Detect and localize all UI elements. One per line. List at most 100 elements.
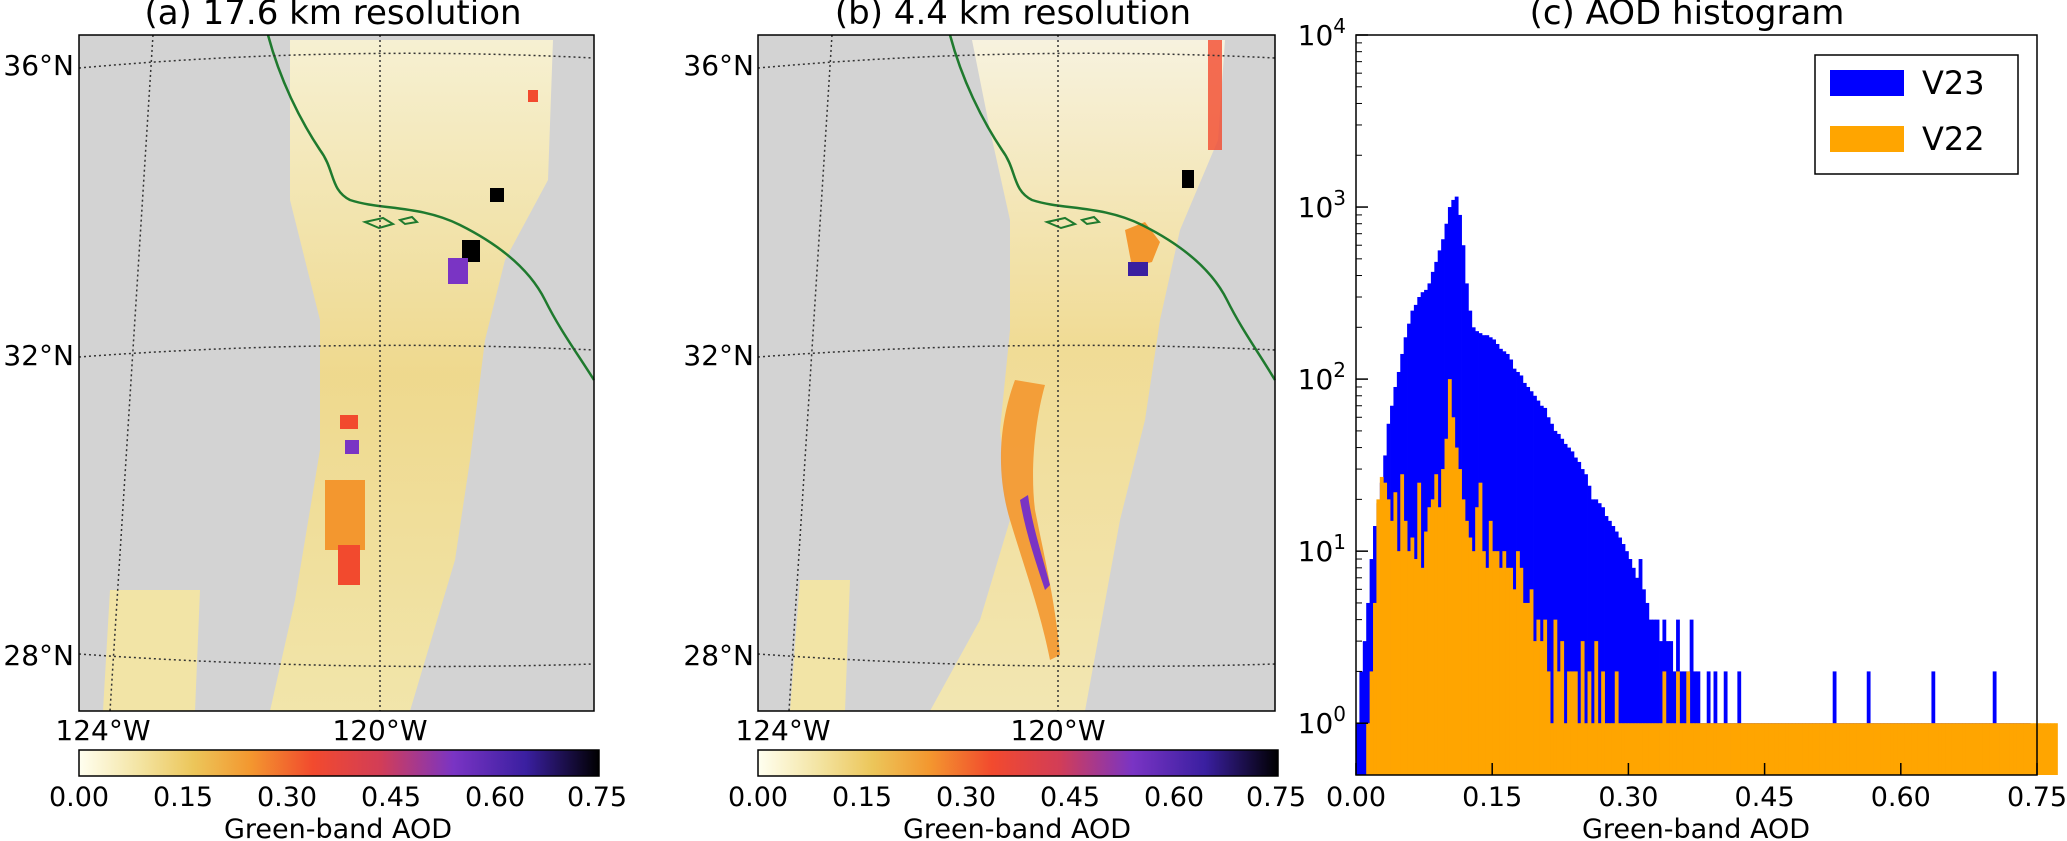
legend-swatch-v23 bbox=[1830, 70, 1904, 96]
panel-a-map-frame bbox=[78, 34, 595, 712]
panel-a-colorbar-tick: 0.60 bbox=[465, 782, 525, 813]
histogram-bar-v22 bbox=[1693, 723, 1697, 775]
histogram-bar-v22 bbox=[1928, 723, 1932, 775]
panel-b-aod-plume-core bbox=[1020, 495, 1050, 590]
panel-a-aod-black-cell bbox=[462, 240, 480, 262]
panel-a-graticule-lat-36 bbox=[78, 52, 595, 69]
histogram-bar-v23 bbox=[1713, 671, 1718, 775]
panel-a-aod-red-cell-2 bbox=[528, 90, 538, 102]
histogram-bar-v22 bbox=[2033, 723, 2038, 775]
panel-b-lat-label-32: 32°N bbox=[683, 339, 754, 372]
panel-b-lat-label-36: 36°N bbox=[683, 49, 754, 82]
histogram-bar-v22 bbox=[1716, 723, 1721, 775]
histogram-x-axis-label: Green-band AOD bbox=[1582, 814, 1810, 841]
histogram-bar-v23 bbox=[1577, 461, 1582, 775]
histogram-bar-v23 bbox=[1992, 671, 1997, 775]
histogram-bar-v22 bbox=[1481, 551, 1486, 775]
panel-b-aod-purple-cluster bbox=[1128, 262, 1148, 276]
histogram-bar-v23 bbox=[1648, 619, 1653, 775]
histogram-x-tick-label: 0.15 bbox=[1462, 782, 1522, 813]
panel-b-graticule-lat-36 bbox=[757, 52, 1276, 69]
panel-a-aod-purple-cell-2 bbox=[448, 258, 468, 284]
histogram-bar-v23 bbox=[1587, 485, 1592, 775]
histogram-y-ticks: 100 101 102 103 104 bbox=[1298, 14, 1368, 740]
histogram-bar-v22 bbox=[1519, 567, 1524, 775]
panel-a-colorbar-gradient bbox=[78, 749, 600, 777]
histogram-bar-v22 bbox=[1447, 379, 1452, 775]
histogram-bar-v22 bbox=[1761, 723, 1765, 775]
histogram-bar-v22 bbox=[2050, 723, 2055, 775]
histogram-bar-v22 bbox=[1461, 499, 1466, 775]
histogram-x-tick-label: 0.45 bbox=[1735, 782, 1795, 813]
panel-a-colorbar-tick: 0.75 bbox=[567, 782, 627, 813]
panel-b-colorbar-tick: 0.15 bbox=[832, 782, 892, 813]
panel-a-colorbar-label: Green-band AOD bbox=[224, 814, 452, 841]
histogram-bar-v23 bbox=[1366, 602, 1371, 775]
histogram-bar-v23 bbox=[1652, 619, 1657, 775]
histogram-bar-v22 bbox=[1424, 531, 1428, 775]
histogram-bar-v23 bbox=[1618, 537, 1622, 775]
histogram-bar-v22 bbox=[1849, 723, 1854, 775]
histogram-bar-v22 bbox=[1832, 723, 1837, 775]
histogram-bar-v22 bbox=[1866, 723, 1871, 775]
histogram-bar-v23 bbox=[1505, 353, 1510, 775]
panel-b-lat-label-28: 28°N bbox=[683, 639, 754, 672]
histogram-bar-v22 bbox=[2040, 723, 2045, 775]
histogram-bar-v23 bbox=[1543, 407, 1548, 775]
histogram-bar-v23 bbox=[1563, 443, 1568, 775]
histogram-bar-v22 bbox=[1590, 723, 1595, 775]
histogram-bar-v22 bbox=[1924, 723, 1929, 775]
panel-b-colorbar-label: Green-band AOD bbox=[903, 814, 1131, 841]
histogram-bar-v22 bbox=[2030, 723, 2034, 775]
histogram-bar-v22 bbox=[1774, 723, 1779, 775]
histogram-bar-v23 bbox=[1696, 671, 1701, 775]
histogram-bar-v22 bbox=[1968, 723, 1973, 775]
histogram-bar-v22 bbox=[2002, 723, 2007, 775]
panel-b-colorbar-ticks: 0.00 0.15 0.30 0.45 0.60 0.75 bbox=[728, 782, 1306, 813]
panel-b-map-frame bbox=[757, 34, 1276, 712]
histogram-bar-v22 bbox=[1373, 602, 1377, 775]
histogram-bar-v23 bbox=[1737, 671, 1742, 775]
histogram-bar-v23 bbox=[1471, 327, 1476, 775]
histogram-frame bbox=[1355, 34, 2038, 776]
histogram-bar-v22 bbox=[1812, 723, 1817, 775]
histogram-bar-v23 bbox=[1672, 671, 1677, 775]
histogram-bar-v23 bbox=[1362, 641, 1367, 775]
histogram-bar-v22 bbox=[1543, 619, 1548, 775]
panel-a-aod-high-cluster bbox=[325, 480, 365, 550]
histogram-bar-v22 bbox=[1856, 723, 1861, 775]
histogram-bar-v22 bbox=[1390, 520, 1394, 775]
histogram-bar-v23 bbox=[1522, 382, 1527, 775]
panel-a-graticule-lat-32 bbox=[78, 344, 595, 358]
panel-b-map bbox=[757, 34, 1277, 712]
histogram-bar-v22 bbox=[1880, 723, 1885, 775]
histogram-bar-v22 bbox=[1958, 723, 1963, 775]
histogram-bar-v23 bbox=[1529, 391, 1534, 775]
histogram-bar-v22 bbox=[1454, 447, 1459, 775]
histogram-bar-v22 bbox=[1842, 723, 1847, 775]
panel-b-colorbar-tick: 0.60 bbox=[1144, 782, 1204, 813]
histogram-bar-v23 bbox=[1356, 723, 1360, 775]
histogram-bar-v22 bbox=[1645, 723, 1650, 775]
histogram-bar-v23 bbox=[1693, 671, 1697, 775]
histogram-bar-v22 bbox=[1713, 723, 1718, 775]
histogram-bar-v22 bbox=[1819, 723, 1823, 775]
panel-b-aod-coast-high bbox=[1125, 222, 1160, 267]
histogram-bar-v22 bbox=[1505, 567, 1510, 775]
panel-b-graticule-lat-28 bbox=[757, 653, 1276, 668]
histogram-bar-v22 bbox=[1413, 559, 1418, 775]
panel-b-coastline bbox=[948, 34, 1277, 381]
histogram-bar-v22 bbox=[1682, 723, 1687, 775]
panel-a-colorbar-tick: 0.00 bbox=[49, 782, 109, 813]
panel-b-colorbar: 0.00 0.15 0.30 0.45 0.60 0.75 Green-band… bbox=[728, 749, 1306, 841]
histogram-bar-v23 bbox=[1706, 671, 1711, 775]
histogram-bar-v22 bbox=[1686, 671, 1691, 775]
histogram-bar-v22 bbox=[2019, 723, 2024, 775]
histogram-bar-v22 bbox=[1791, 723, 1796, 775]
histogram-bar-v23 bbox=[1567, 447, 1571, 775]
histogram-bar-v22 bbox=[1853, 723, 1857, 775]
histogram-bar-v22 bbox=[1522, 602, 1527, 775]
histogram-bar-v23 bbox=[1560, 438, 1565, 775]
